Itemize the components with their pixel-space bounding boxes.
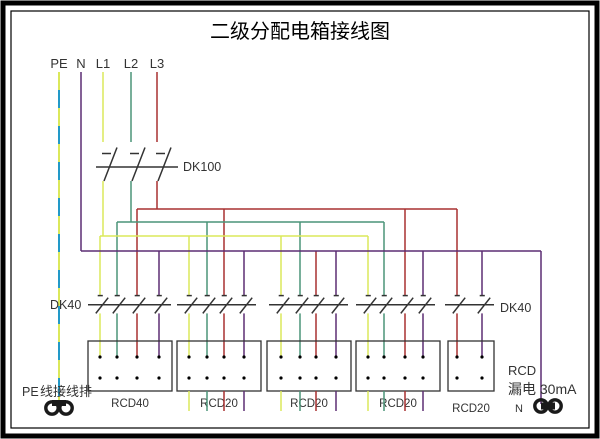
svg-text:RCD: RCD (508, 363, 536, 378)
svg-text:RCD20: RCD20 (452, 403, 490, 415)
svg-text:N: N (515, 403, 523, 415)
svg-text:L1: L1 (96, 56, 110, 71)
svg-text:DK40: DK40 (500, 301, 531, 315)
svg-text:RCD40: RCD40 (111, 398, 149, 410)
svg-text:L3: L3 (150, 56, 164, 71)
svg-text:N: N (76, 56, 85, 71)
svg-text:PE: PE (50, 56, 68, 71)
svg-text:L2: L2 (124, 56, 138, 71)
svg-text:RCD20: RCD20 (200, 398, 238, 410)
svg-text:RCD20: RCD20 (379, 398, 417, 410)
svg-text:DK100: DK100 (183, 160, 221, 174)
svg-text:线接线排: 线接线排 (40, 384, 92, 399)
svg-text:漏电 30mA: 漏电 30mA (508, 381, 577, 397)
svg-text:DK40: DK40 (50, 298, 81, 312)
svg-text:RCD20: RCD20 (290, 398, 328, 410)
svg-text:PE: PE (22, 385, 39, 399)
svg-text:二级分配电箱接线图: 二级分配电箱接线图 (210, 20, 390, 43)
